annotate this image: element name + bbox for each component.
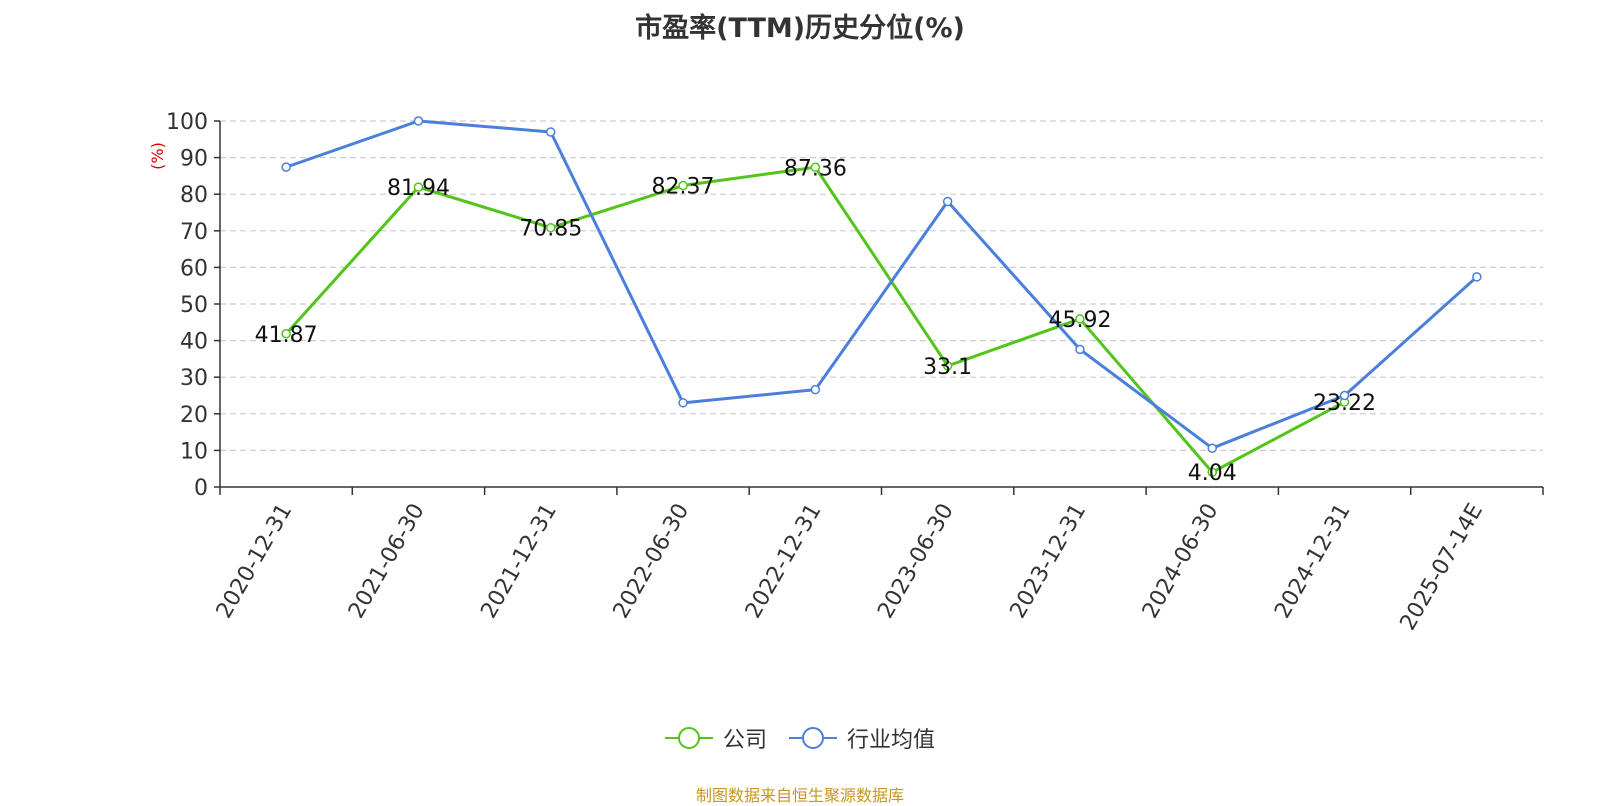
data-point-0: [413, 182, 424, 192]
data-point-0: [546, 222, 556, 233]
data-point-0: [678, 180, 688, 191]
y-tick-label: 60: [180, 256, 208, 281]
y-tick-label: 40: [180, 330, 208, 355]
data-label: 82.37: [652, 175, 715, 200]
data-label: 70.85: [519, 217, 582, 242]
data-point-0: [942, 361, 953, 371]
data-point-1: [281, 162, 291, 172]
data-point-0: [281, 329, 291, 339]
data-label: 45.92: [1048, 308, 1111, 333]
data-point-0: [1207, 467, 1217, 477]
x-tick-label: 2021-12-31: [476, 500, 562, 623]
x-tick-label: 2020-12-31: [212, 500, 298, 623]
x-tick-label: 2023-06-30: [873, 500, 959, 623]
x-tick-label: 2025-07-14E: [1396, 500, 1489, 635]
chart-title: 市盈率(TTM)历史分位(%): [635, 13, 965, 44]
data-point-1: [1075, 344, 1085, 355]
source-note: 制图数据来自恒生聚源数据库: [695, 786, 904, 805]
data-label: 4.04: [1188, 461, 1237, 486]
y-tick-label: 30: [180, 366, 208, 391]
y-tick-label: 70: [180, 220, 208, 245]
data-label: 41.87: [255, 323, 318, 348]
x-tick-label: 2022-06-30: [609, 500, 695, 623]
y-tick-label: 100: [166, 110, 208, 135]
y-tick-label: 10: [180, 439, 208, 464]
x-tick-label: 2024-06-30: [1138, 500, 1224, 623]
series-line-0: [285, 165, 1346, 474]
data-point-1: [942, 196, 953, 207]
data-label: 87.36: [784, 156, 847, 181]
data-point-1: [1472, 272, 1482, 282]
data-point-1: [1339, 390, 1350, 401]
data-point-1: [413, 116, 424, 126]
x-tick-label: 2023-12-31: [1006, 500, 1092, 623]
data-point-0: [1075, 314, 1085, 324]
legend-company-marker-icon: [664, 727, 713, 749]
data-point-1: [1207, 443, 1217, 453]
data-point-0: [810, 162, 821, 173]
x-tick-label: 2024-12-31: [1270, 500, 1356, 623]
data-label: 81.94: [387, 176, 450, 201]
x-tick-label: 2021-06-30: [344, 500, 430, 623]
y-tick-label: 50: [180, 293, 208, 318]
legend-item-company[interactable]: 公司: [664, 722, 767, 754]
y-tick-label: 20: [180, 403, 208, 428]
x-tick-label: 2022-12-31: [741, 500, 827, 623]
series-line-1: [285, 119, 1478, 450]
y-tick-label: 80: [180, 183, 208, 208]
legend-industry-marker-icon: [789, 727, 837, 749]
y-axis-label: (%): [148, 142, 167, 170]
data-label: 33.1: [923, 355, 972, 380]
legend-item-industry[interactable]: 行业均值: [789, 722, 935, 754]
data-label: 23.22: [1313, 391, 1376, 416]
legend: 公司 行业均值: [0, 722, 1600, 754]
data-point-1: [546, 127, 556, 137]
y-tick-label: 90: [180, 147, 208, 172]
data-point-1: [810, 384, 821, 395]
data-point-1: [678, 398, 688, 408]
legend-label-industry: 行业均值: [847, 728, 936, 753]
legend-label-company: 公司: [722, 728, 767, 753]
y-tick-label: 0: [194, 476, 208, 501]
